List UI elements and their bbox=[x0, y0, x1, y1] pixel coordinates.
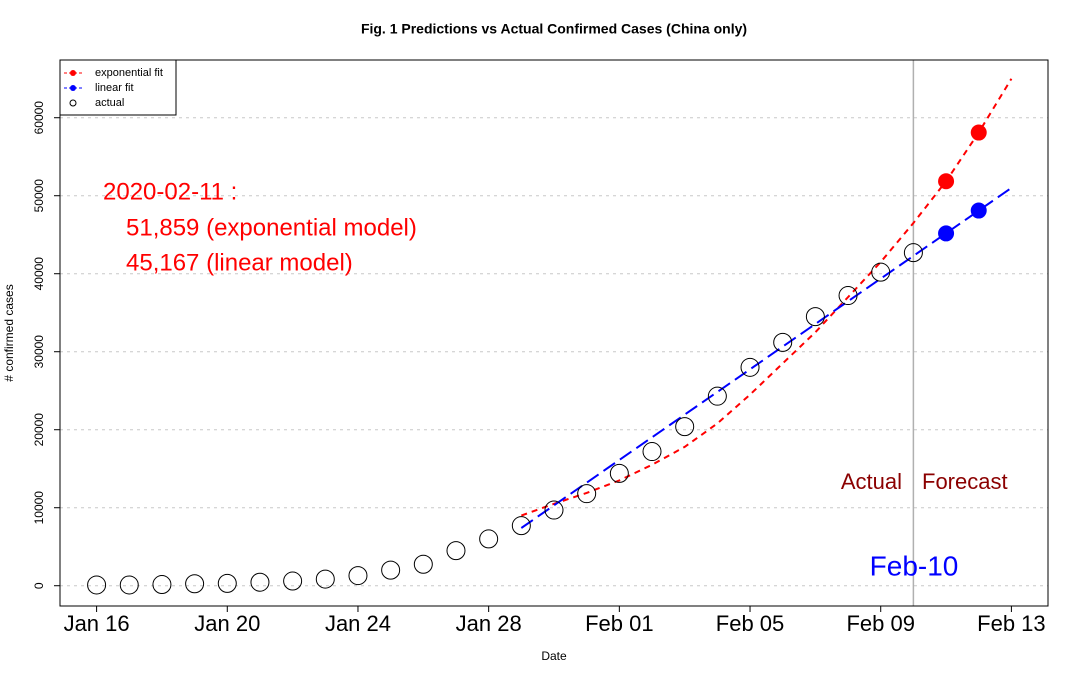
actual-point bbox=[544, 500, 564, 520]
actual-point bbox=[740, 357, 760, 377]
x-tick-label: Feb 09 bbox=[846, 611, 915, 636]
forecast-point bbox=[970, 202, 987, 219]
legend-symbol bbox=[69, 99, 77, 107]
x-tick-label: Feb 05 bbox=[716, 611, 785, 636]
actual-point bbox=[250, 572, 270, 592]
x-tick-label: Jan 24 bbox=[325, 611, 391, 636]
actual-point bbox=[609, 463, 629, 483]
y-tick-label: 50000 bbox=[32, 179, 46, 213]
y-tick-label: 20000 bbox=[32, 413, 46, 447]
actual-point bbox=[348, 566, 368, 586]
actual-point bbox=[675, 417, 695, 437]
actual-point bbox=[871, 262, 891, 282]
legend-symbol bbox=[70, 70, 76, 76]
actual-point bbox=[707, 386, 727, 406]
x-tick-label: Feb 13 bbox=[977, 611, 1046, 636]
forecast-point bbox=[938, 225, 955, 242]
actual-point bbox=[838, 286, 858, 306]
x-tick-label: Jan 20 bbox=[194, 611, 260, 636]
forecast-point bbox=[938, 173, 955, 190]
plot-frame bbox=[59, 59, 1049, 607]
forecast-point bbox=[970, 124, 987, 141]
x-tick-label: Jan 28 bbox=[456, 611, 522, 636]
annotation: Actual bbox=[841, 469, 902, 494]
actual-point bbox=[185, 574, 205, 594]
actual-point bbox=[577, 484, 597, 504]
x-axis-label: Date bbox=[541, 649, 567, 663]
annotation: Feb-10 bbox=[870, 550, 959, 581]
y-tick-label: 60000 bbox=[32, 101, 46, 135]
actual-point bbox=[315, 569, 335, 589]
actual-point bbox=[87, 575, 107, 595]
fit-line bbox=[520, 78, 1013, 517]
actual-point bbox=[381, 560, 401, 580]
annotation: 2020-02-11 : bbox=[103, 178, 237, 205]
y-tick-label: 40000 bbox=[32, 257, 46, 291]
actual-point bbox=[152, 575, 172, 595]
actual-point bbox=[903, 243, 923, 263]
actual-point bbox=[446, 541, 466, 561]
actual-point bbox=[642, 442, 662, 462]
y-tick-label: 30000 bbox=[32, 335, 46, 369]
annotation: 51,859 (exponential model) bbox=[126, 214, 417, 241]
actual-point bbox=[479, 529, 499, 549]
actual-point bbox=[413, 554, 433, 574]
y-tick-label: 0 bbox=[32, 582, 46, 589]
x-tick-label: Feb 01 bbox=[585, 611, 654, 636]
legend-label: actual bbox=[95, 97, 124, 109]
actual-point bbox=[511, 516, 531, 536]
annotation: 45,167 (linear model) bbox=[126, 249, 353, 276]
x-tick-label: Jan 16 bbox=[64, 611, 130, 636]
chart-title: Fig. 1 Predictions vs Actual Confirmed C… bbox=[361, 21, 747, 37]
actual-point bbox=[805, 307, 825, 327]
annotation: Forecast bbox=[922, 469, 1008, 494]
actual-point bbox=[773, 332, 793, 352]
actual-point bbox=[217, 573, 237, 593]
actual-point bbox=[283, 571, 303, 591]
legend-label: exponential fit bbox=[95, 67, 163, 79]
legend-label: linear fit bbox=[95, 82, 134, 94]
y-axis-label: # confirmed cases bbox=[2, 284, 16, 381]
legend-symbol bbox=[70, 85, 76, 91]
y-tick-label: 10000 bbox=[32, 491, 46, 525]
actual-point bbox=[119, 575, 139, 595]
